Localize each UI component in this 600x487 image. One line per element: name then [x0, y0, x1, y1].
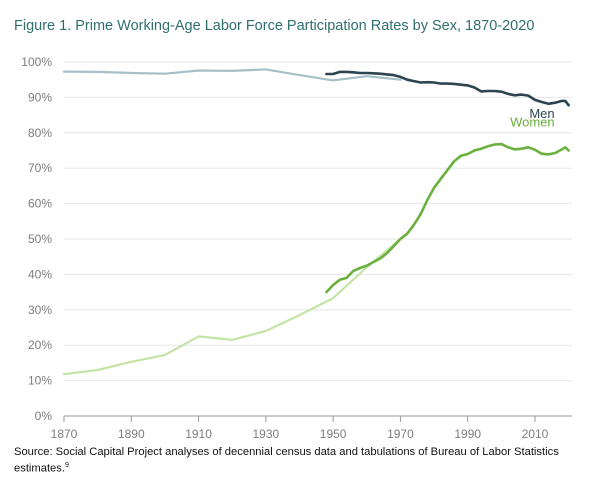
x-tick-label: 1930 — [253, 427, 280, 441]
y-tick-label: 30% — [28, 303, 52, 317]
y-tick-label: 20% — [28, 338, 52, 352]
y-tick-label: 60% — [28, 197, 52, 211]
y-tick-label: 80% — [28, 126, 52, 140]
series-line-men — [325, 70, 570, 107]
y-tick-label: 90% — [28, 90, 52, 104]
x-tick-label: 1870 — [51, 427, 78, 441]
y-axis: 0% 10% 20% 30% 40% 50% 60% 70% 80% 90% 100% — [21, 55, 52, 423]
chart-series — [62, 68, 570, 376]
series-line-0 — [62, 68, 402, 82]
y-tick-label: 10% — [28, 374, 52, 388]
x-tick-label: 2010 — [522, 427, 549, 441]
x-tick-label: 1950 — [320, 427, 347, 441]
y-tick-label: 0% — [35, 409, 53, 423]
source-text: Source: Social Capital Project analyses … — [14, 446, 559, 475]
chart-grid — [64, 61, 572, 382]
series-line-women — [325, 142, 570, 294]
y-tick-label: 50% — [28, 232, 52, 246]
y-tick-label: 100% — [21, 55, 52, 69]
x-tick-label: 1890 — [118, 427, 145, 441]
y-tick-label: 40% — [28, 267, 52, 281]
source-footnote-marker: 9 — [64, 462, 69, 469]
chart-title: Figure 1. Prime Working-Age Labor Force … — [14, 18, 535, 34]
y-tick-label: 70% — [28, 161, 52, 175]
x-tick-label: 1990 — [454, 427, 481, 441]
x-tick-label: 1970 — [387, 427, 414, 441]
x-axis: 1870 1890 1910 1930 1950 1970 1990 2010 — [51, 415, 572, 441]
source-note: Source: Social Capital Project analyses … — [14, 445, 590, 476]
series-label-women: Women — [510, 115, 555, 130]
series-line-2 — [62, 237, 402, 376]
series-label-men: Men — [529, 106, 554, 121]
x-tick-label: 1910 — [185, 427, 212, 441]
